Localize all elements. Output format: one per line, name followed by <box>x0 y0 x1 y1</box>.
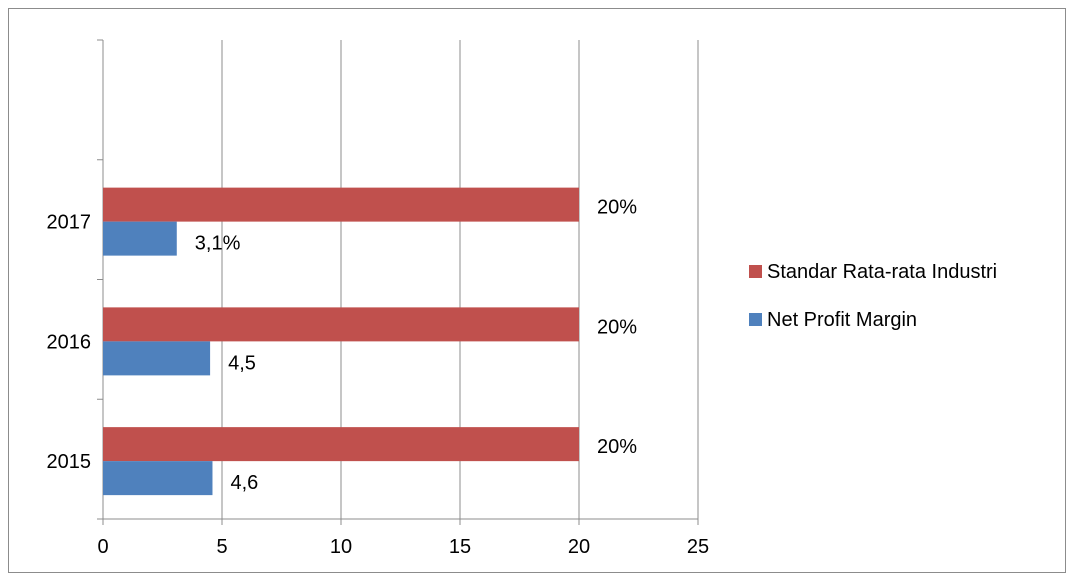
bar-npm-2017 <box>103 221 177 256</box>
legend-swatch <box>749 313 762 326</box>
data-label-standar-2016: 20% <box>597 316 637 338</box>
bar-npm-2016 <box>103 341 211 376</box>
chart-frame <box>8 8 1066 573</box>
legend-label: Net Profit Margin <box>767 309 917 331</box>
legend-label: Standar Rata-rata Industri <box>767 261 997 283</box>
x-tick-label: 25 <box>687 536 709 558</box>
bars <box>103 187 579 496</box>
data-label-npm-2017: 3,1% <box>195 233 241 255</box>
data-label-npm-2016: 4,5 <box>228 352 256 374</box>
labels: 0 5 10 15 20 25 20% 4,6 2015 20% 4,5 2016 20% 3,1% 201… <box>47 197 710 558</box>
y-tick-label-2017: 2017 <box>47 212 92 234</box>
x-tick-label: 0 <box>97 536 108 558</box>
bar-npm-2015 <box>103 461 213 496</box>
x-tick-label: 5 <box>216 536 227 558</box>
bar-standar-2017 <box>103 187 579 222</box>
y-tick-label-2015: 2015 <box>47 451 92 473</box>
bar-standar-2016 <box>103 307 579 342</box>
data-label-standar-2015: 20% <box>597 436 637 458</box>
y-tick-label-2016: 2016 <box>47 331 92 353</box>
x-tick-label: 20 <box>568 536 590 558</box>
legend: Standar Rata-rata Industri Net Profit Mar… <box>749 261 997 331</box>
legend-swatch <box>749 265 762 278</box>
x-tick-label: 15 <box>449 536 471 558</box>
data-label-standar-2017: 20% <box>597 197 637 219</box>
data-label-npm-2015: 4,6 <box>230 472 258 494</box>
x-tick-label: 10 <box>330 536 352 558</box>
bar-standar-2015 <box>103 427 579 462</box>
